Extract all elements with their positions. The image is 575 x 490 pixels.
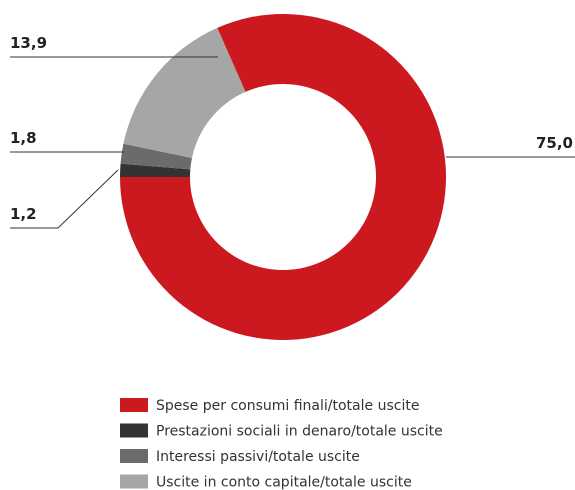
value-label: 75,0 [536, 134, 573, 152]
slice [120, 14, 446, 341]
legend-swatch [120, 423, 148, 438]
value-label: 13,9 [10, 34, 47, 52]
legend-swatch [120, 449, 148, 463]
legend-label: Uscite in conto capitale/totale uscite [156, 475, 412, 490]
leader-line [10, 169, 119, 229]
legend-label: Interessi passivi/totale uscite [156, 449, 360, 465]
legend-swatch [120, 474, 148, 489]
legend-label: Spese per consumi finali/totale uscite [156, 398, 419, 414]
legend-swatch [120, 398, 148, 412]
value-label: 1,2 [10, 205, 37, 223]
slice [123, 27, 246, 159]
value-label: 1,8 [10, 129, 37, 147]
slice [120, 143, 192, 170]
legend-label: Prestazioni sociali in denaro/totale usc… [156, 424, 443, 440]
slice [120, 163, 191, 177]
